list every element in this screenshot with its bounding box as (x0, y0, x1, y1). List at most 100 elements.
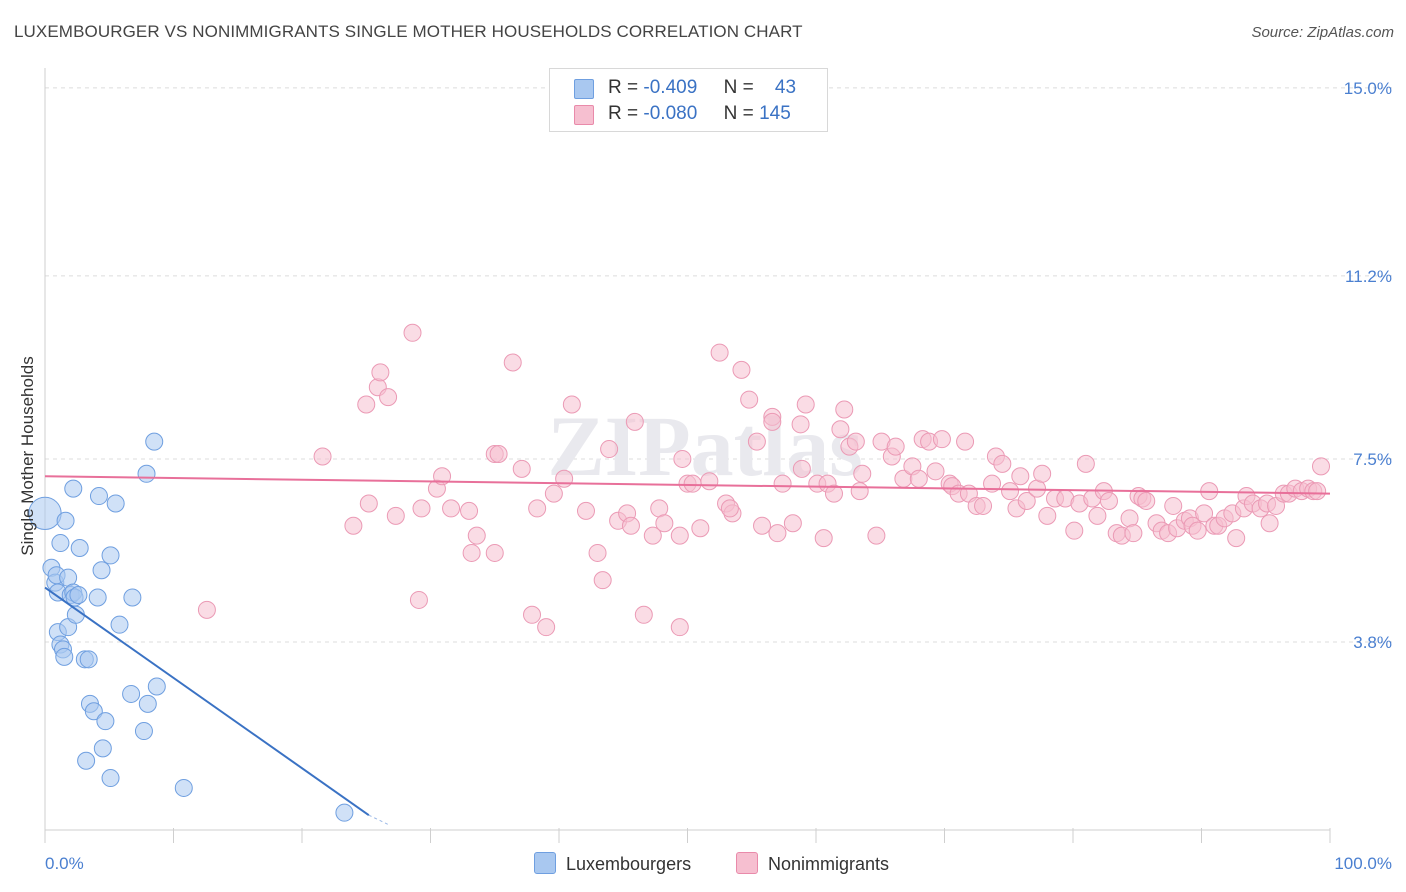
nonimmigrants-point (555, 469, 574, 488)
trend-lines (44, 475, 1331, 826)
nonimmigrants-point (600, 440, 619, 459)
nonimmigrants-point (932, 430, 951, 449)
nonimmigrants-point (691, 519, 710, 538)
nonimmigrants-point (1308, 482, 1327, 501)
luxembourgers-point (77, 751, 96, 770)
legend-label: Nonimmigrants (768, 854, 890, 874)
nonimmigrants-point (740, 390, 759, 409)
nonimmigrants-point (537, 618, 556, 637)
nonimmigrants-point (655, 514, 674, 533)
luxembourgers-point (101, 769, 120, 788)
nonimmigrants-point (753, 516, 772, 535)
nonimmigrants-swatch (736, 852, 758, 874)
nonimmigrants-point (1099, 492, 1118, 510)
nonimmigrants-point (1088, 506, 1107, 525)
n-label: N = (723, 77, 754, 98)
r-label: R = (608, 103, 639, 124)
nonimmigrants-point (1195, 504, 1214, 523)
luxembourgers-trend-extension (368, 814, 390, 826)
luxembourgers-point (147, 677, 166, 696)
x-tick-label: 100.0% (1334, 854, 1392, 873)
nonimmigrants-point (1120, 509, 1139, 528)
nonimmigrants-point (763, 412, 782, 431)
nonimmigrants-point (1033, 464, 1052, 483)
nonimmigrants-trend-line (44, 475, 1331, 495)
nonimmigrants-point (835, 400, 854, 419)
nonimmigrants-point (983, 474, 1002, 493)
chart-title: LUXEMBOURGER VS NONIMMIGRANTS SINGLE MOT… (14, 22, 803, 41)
nonimmigrants-point (409, 590, 428, 609)
y-tick-label: 15.0% (1344, 79, 1392, 98)
nonimmigrants-point (403, 323, 422, 342)
nonimmigrants-point (197, 600, 216, 619)
nonimmigrants-point (621, 516, 640, 535)
luxembourgers-point (88, 588, 107, 607)
legend-item-nonimmigrants: Nonimmigrants (736, 852, 889, 875)
nonimmigrants-point (489, 445, 508, 463)
nonimmigrants-point (1260, 514, 1279, 533)
nonimmigrants-point (1065, 521, 1084, 540)
nonimmigrants-point (909, 469, 928, 488)
nonimmigrants-point (462, 543, 481, 562)
correlation-legend: R = -0.409 N = 43 R = -0.080 N = 145 (549, 68, 828, 132)
luxembourgers-point (70, 539, 89, 557)
nonimmigrants-point (783, 514, 802, 533)
luxembourgers-point (55, 647, 74, 666)
nonimmigrants-point (683, 474, 702, 493)
nonimmigrants-point (576, 501, 595, 520)
nonimmigrants-point (814, 529, 833, 548)
nonimmigrants-point (831, 420, 850, 439)
nonimmigrants-point (467, 526, 486, 545)
luxembourgers-point (96, 712, 115, 731)
nonimmigrants-point (442, 499, 461, 518)
nonimmigrants-point (1188, 521, 1207, 540)
luxembourgers-point (137, 464, 156, 483)
luxembourgers-point (56, 511, 75, 530)
y-tick-label: 3.8% (1353, 633, 1392, 652)
source-label: Source: ZipAtlas.com (1251, 24, 1394, 41)
nonimmigrants-point (512, 459, 531, 478)
nonimmigrants-point (386, 506, 405, 525)
nonimmigrants-swatch (574, 105, 594, 125)
nonimmigrants-point (867, 526, 886, 545)
grid-lines (45, 87, 1392, 643)
luxembourgers-point (101, 546, 120, 565)
luxembourgers-point (145, 432, 164, 451)
luxembourgers-point (123, 588, 142, 607)
nonimmigrants-point (593, 571, 612, 590)
nonimmigrants-point (700, 472, 719, 491)
nonimmigrants-point (1137, 492, 1156, 510)
luxembourgers-points (28, 432, 354, 822)
nonimmigrants-point (850, 482, 869, 501)
n-value: 145 (759, 103, 791, 124)
nonimmigrants-point (344, 516, 363, 535)
nonimmigrants-point (926, 462, 945, 481)
luxembourgers-point (79, 650, 98, 669)
nonimmigrants-point (634, 605, 653, 624)
nonimmigrants-point (528, 499, 547, 518)
nonimmigrants-point (1124, 524, 1143, 543)
y-tick-labels: 3.8% 7.5% 11.2% 15.0% (1344, 79, 1392, 652)
r-value: -0.080 (643, 103, 698, 124)
y-tick-label: 7.5% (1353, 450, 1392, 469)
luxembourgers-point (122, 684, 141, 703)
luxembourgers-point (84, 702, 103, 721)
luxembourgers-point (138, 694, 157, 713)
legend-label: Luxembourgers (566, 854, 692, 874)
luxembourgers-trend-line (44, 586, 370, 816)
luxembourgers-point (134, 722, 153, 741)
nonimmigrants-point (710, 343, 729, 362)
nonimmigrants-point (625, 412, 644, 431)
nonimmigrants-point (433, 467, 452, 486)
nonimmigrants-point (460, 501, 479, 520)
nonimmigrants-point (1011, 467, 1030, 486)
nonimmigrants-point (643, 526, 662, 545)
nonimmigrants-point (313, 447, 332, 466)
nonimmigrants-point (1076, 454, 1095, 473)
nonimmigrants-point (412, 499, 431, 518)
luxembourgers-point (110, 615, 129, 634)
r-label: R = (608, 77, 639, 98)
nonimmigrants-point (588, 543, 607, 562)
x-tick-label: 0.0% (45, 854, 84, 873)
